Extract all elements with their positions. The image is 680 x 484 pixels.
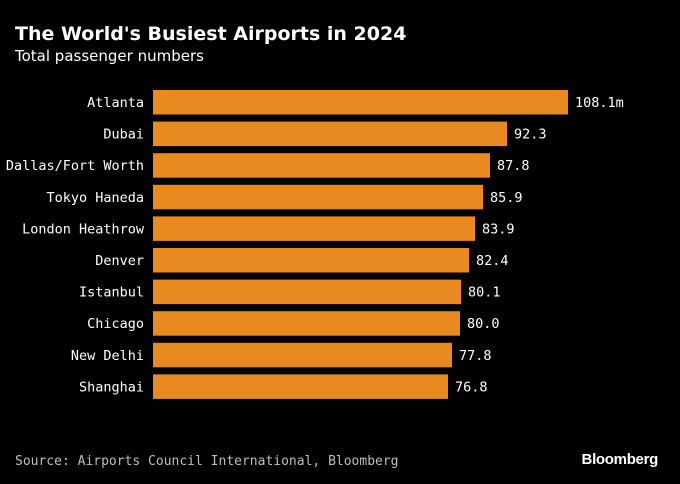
category-label: Dubai [103,127,144,143]
value-label: 77.8 [459,348,492,364]
category-label: Dallas/Fort Worth [6,158,144,174]
bar [153,374,448,399]
value-label: 80.0 [467,316,500,332]
value-label: 92.3 [514,127,547,143]
bar [153,90,568,115]
category-label: Tokyo Haneda [46,190,144,206]
bar [153,279,461,305]
bar [153,248,469,273]
category-label: Istanbul [79,285,144,301]
category-label: London Heathrow [22,221,145,237]
bar [153,121,507,147]
value-label: 85.9 [490,190,523,206]
bar-chart: Atlanta 108.1m Dubai 92.3 Dallas/Fort Worth 8… [6,90,624,399]
value-label: 76.8 [455,379,488,395]
source-note: Source: Airports Council International, … [15,454,399,469]
value-label: 87.8 [497,158,530,174]
chart-subtitle: Total passenger numbers [15,47,204,65]
chart-title: The World's Busiest Airports in 2024 [15,23,407,45]
value-label: 108.1m [575,95,624,111]
bar [153,184,483,210]
bar [153,216,475,241]
bar [153,153,490,178]
category-label: Chicago [87,316,144,332]
category-label: New Delhi [71,348,144,364]
value-label: 83.9 [482,221,515,237]
value-label: 82.4 [476,253,509,269]
category-label: Shanghai [79,379,144,395]
bar [153,311,460,336]
bar [153,342,452,368]
category-label: Atlanta [87,95,144,111]
bloomberg-logo: Bloomberg [581,451,659,468]
category-label: Denver [95,253,144,269]
value-label: 80.1 [468,285,501,301]
